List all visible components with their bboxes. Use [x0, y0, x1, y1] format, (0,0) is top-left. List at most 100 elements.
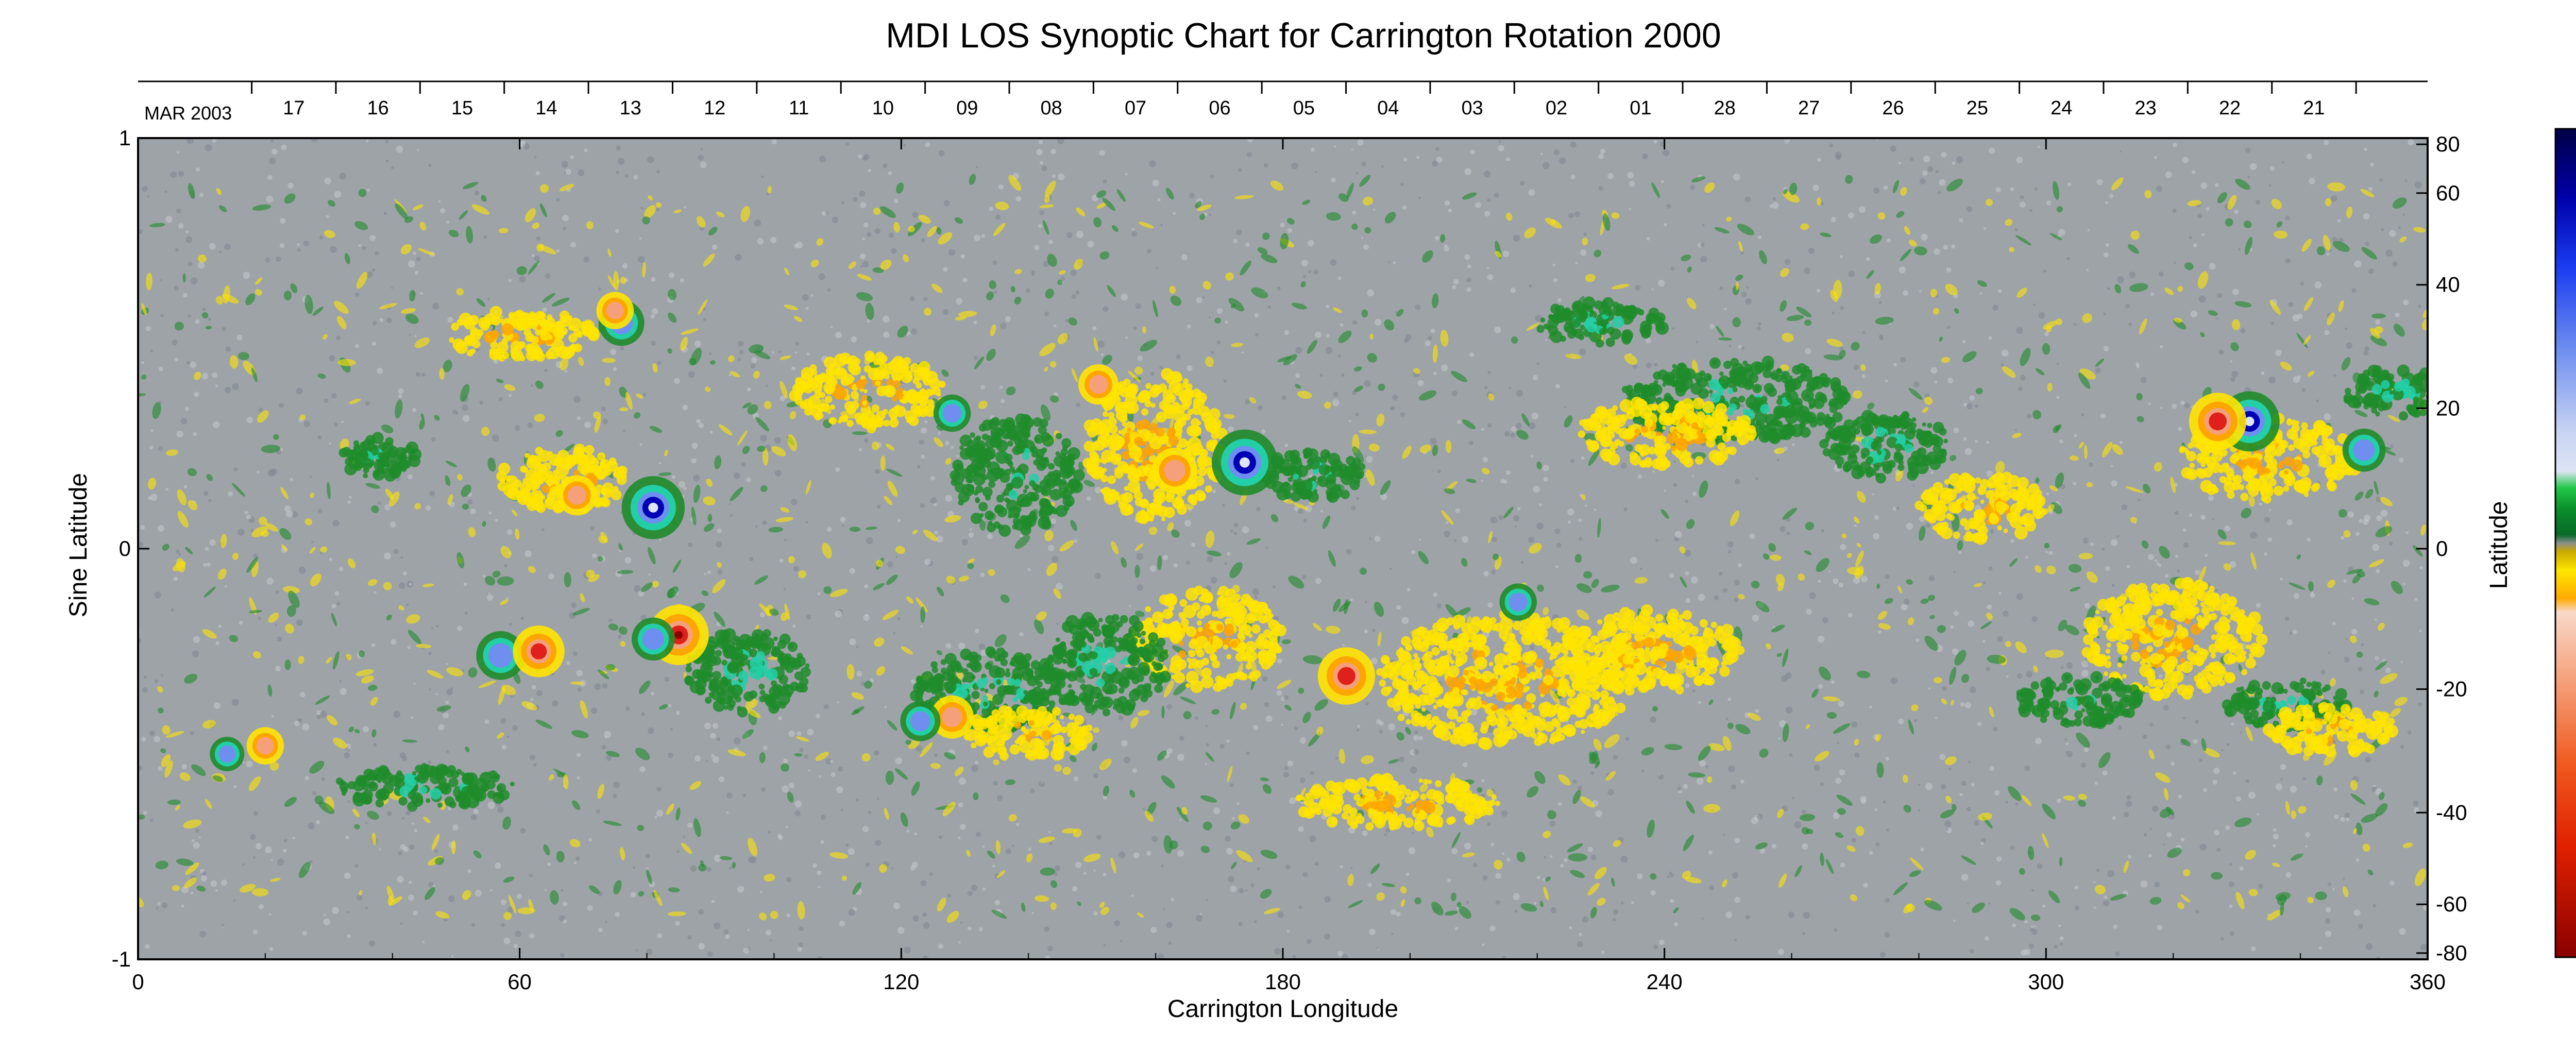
texture-dot: [1265, 547, 1268, 549]
texture-dot: [2083, 537, 2089, 543]
texture-dot: [296, 619, 303, 626]
plage-blob: [1061, 448, 1068, 455]
texture-dot: [2280, 578, 2283, 580]
texture-dot: [2025, 556, 2028, 558]
plage-blob: [391, 470, 399, 479]
texture-dot: [1252, 588, 1259, 595]
texture-dot: [1158, 198, 1161, 201]
texture-dot: [1103, 873, 1107, 876]
texture-dot: [610, 349, 616, 355]
texture-dot: [2074, 434, 2077, 437]
texture-dot: [243, 272, 250, 279]
texture-dot: [885, 706, 887, 708]
texture-dot: [158, 766, 162, 771]
texture-dot: [1698, 594, 1705, 601]
texture-dot: [766, 384, 769, 387]
texture-dot: [1674, 461, 1676, 463]
texture-dot: [1531, 455, 1533, 458]
texture-dot: [2200, 515, 2206, 520]
plage-blob: [993, 521, 1001, 529]
texture-dot: [757, 238, 764, 245]
texture-dot: [2327, 253, 2330, 256]
plage-blob: [994, 504, 1004, 514]
texture-dot: [483, 575, 485, 578]
texture-dot: [1083, 872, 1087, 875]
texture-dot: [222, 327, 226, 331]
texture-dot: [2240, 328, 2245, 333]
texture-dot: [336, 602, 341, 606]
texture-dot: [920, 625, 923, 628]
texture-dot: [2126, 565, 2130, 568]
texture-dot: [1664, 223, 1667, 227]
texture-dot: [1528, 537, 1534, 543]
texture-dot: [468, 869, 471, 873]
texture-dot: [2111, 539, 2117, 546]
texture-dot: [625, 557, 632, 564]
texture-dot: [1674, 922, 1678, 926]
texture-dot: [1391, 909, 1397, 915]
texture-dot: [860, 202, 866, 208]
plage-blob: [367, 443, 371, 447]
texture-dot: [2358, 924, 2363, 929]
texture-dot: [958, 837, 960, 839]
texture-dot: [1580, 249, 1586, 256]
texture-dot: [2268, 377, 2276, 384]
texture-dot: [1988, 902, 1990, 904]
texture-dot: [534, 156, 536, 158]
texture-dot: [317, 435, 321, 439]
texture-dot: [602, 745, 606, 750]
texture-dot: [543, 308, 547, 312]
texture-dot: [411, 716, 413, 719]
texture-dot: [198, 262, 205, 269]
texture-dot: [310, 476, 312, 478]
texture-dot: [1550, 855, 1553, 858]
texture-dot: [280, 218, 285, 224]
texture-dot: [1534, 902, 1536, 905]
texture-dot: [1723, 588, 1727, 592]
texture-dot: [698, 943, 705, 950]
texture-dot: [1714, 596, 1719, 601]
texture-dot: [1400, 412, 1405, 417]
plage-blob: [985, 511, 994, 520]
texture-dot: [1161, 865, 1163, 867]
texture-dot: [506, 736, 509, 738]
texture-dot: [1959, 218, 1963, 222]
texture-dot: [1028, 848, 1031, 851]
texture-dot: [613, 782, 620, 788]
texture-dot: [835, 611, 842, 618]
texture-dot: [2390, 445, 2394, 448]
texture-dot: [860, 253, 866, 259]
texture-dot: [2273, 834, 2279, 839]
date-day-label: 23: [2135, 97, 2157, 119]
plage-blob: [912, 378, 919, 384]
texture-dot: [939, 835, 942, 839]
texture-dot: [1982, 640, 1986, 643]
texture-dot: [795, 351, 797, 353]
texture-dot: [1802, 932, 1805, 935]
plage-blob: [1060, 479, 1066, 485]
texture-dot: [1315, 578, 1321, 584]
texture-dot: [2191, 311, 2198, 318]
texture-dot: [1431, 329, 1435, 333]
texture-dot: [1131, 228, 1134, 231]
texture-dot: [1880, 952, 1886, 957]
texture-dot: [2120, 441, 2123, 444]
texture-dot: [1900, 357, 1906, 363]
texture-dot: [1971, 783, 1975, 787]
texture-dot: [817, 871, 821, 875]
texture-dot: [162, 903, 167, 908]
texture-dot: [332, 604, 336, 608]
texture-dot: [1160, 224, 1163, 226]
texture-dot: [1851, 721, 1857, 727]
texture-dot: [862, 826, 869, 832]
texture-dot: [796, 731, 801, 736]
date-day-label: 13: [620, 97, 641, 119]
texture-dot: [239, 621, 243, 625]
texture-dot: [706, 867, 711, 872]
texture-dot: [975, 629, 979, 633]
texture-dot: [1093, 911, 1097, 916]
texture-dot: [142, 687, 148, 693]
texture-dot: [1734, 598, 1738, 602]
texture-dot: [1953, 920, 1955, 922]
texture-dot: [997, 795, 1003, 801]
